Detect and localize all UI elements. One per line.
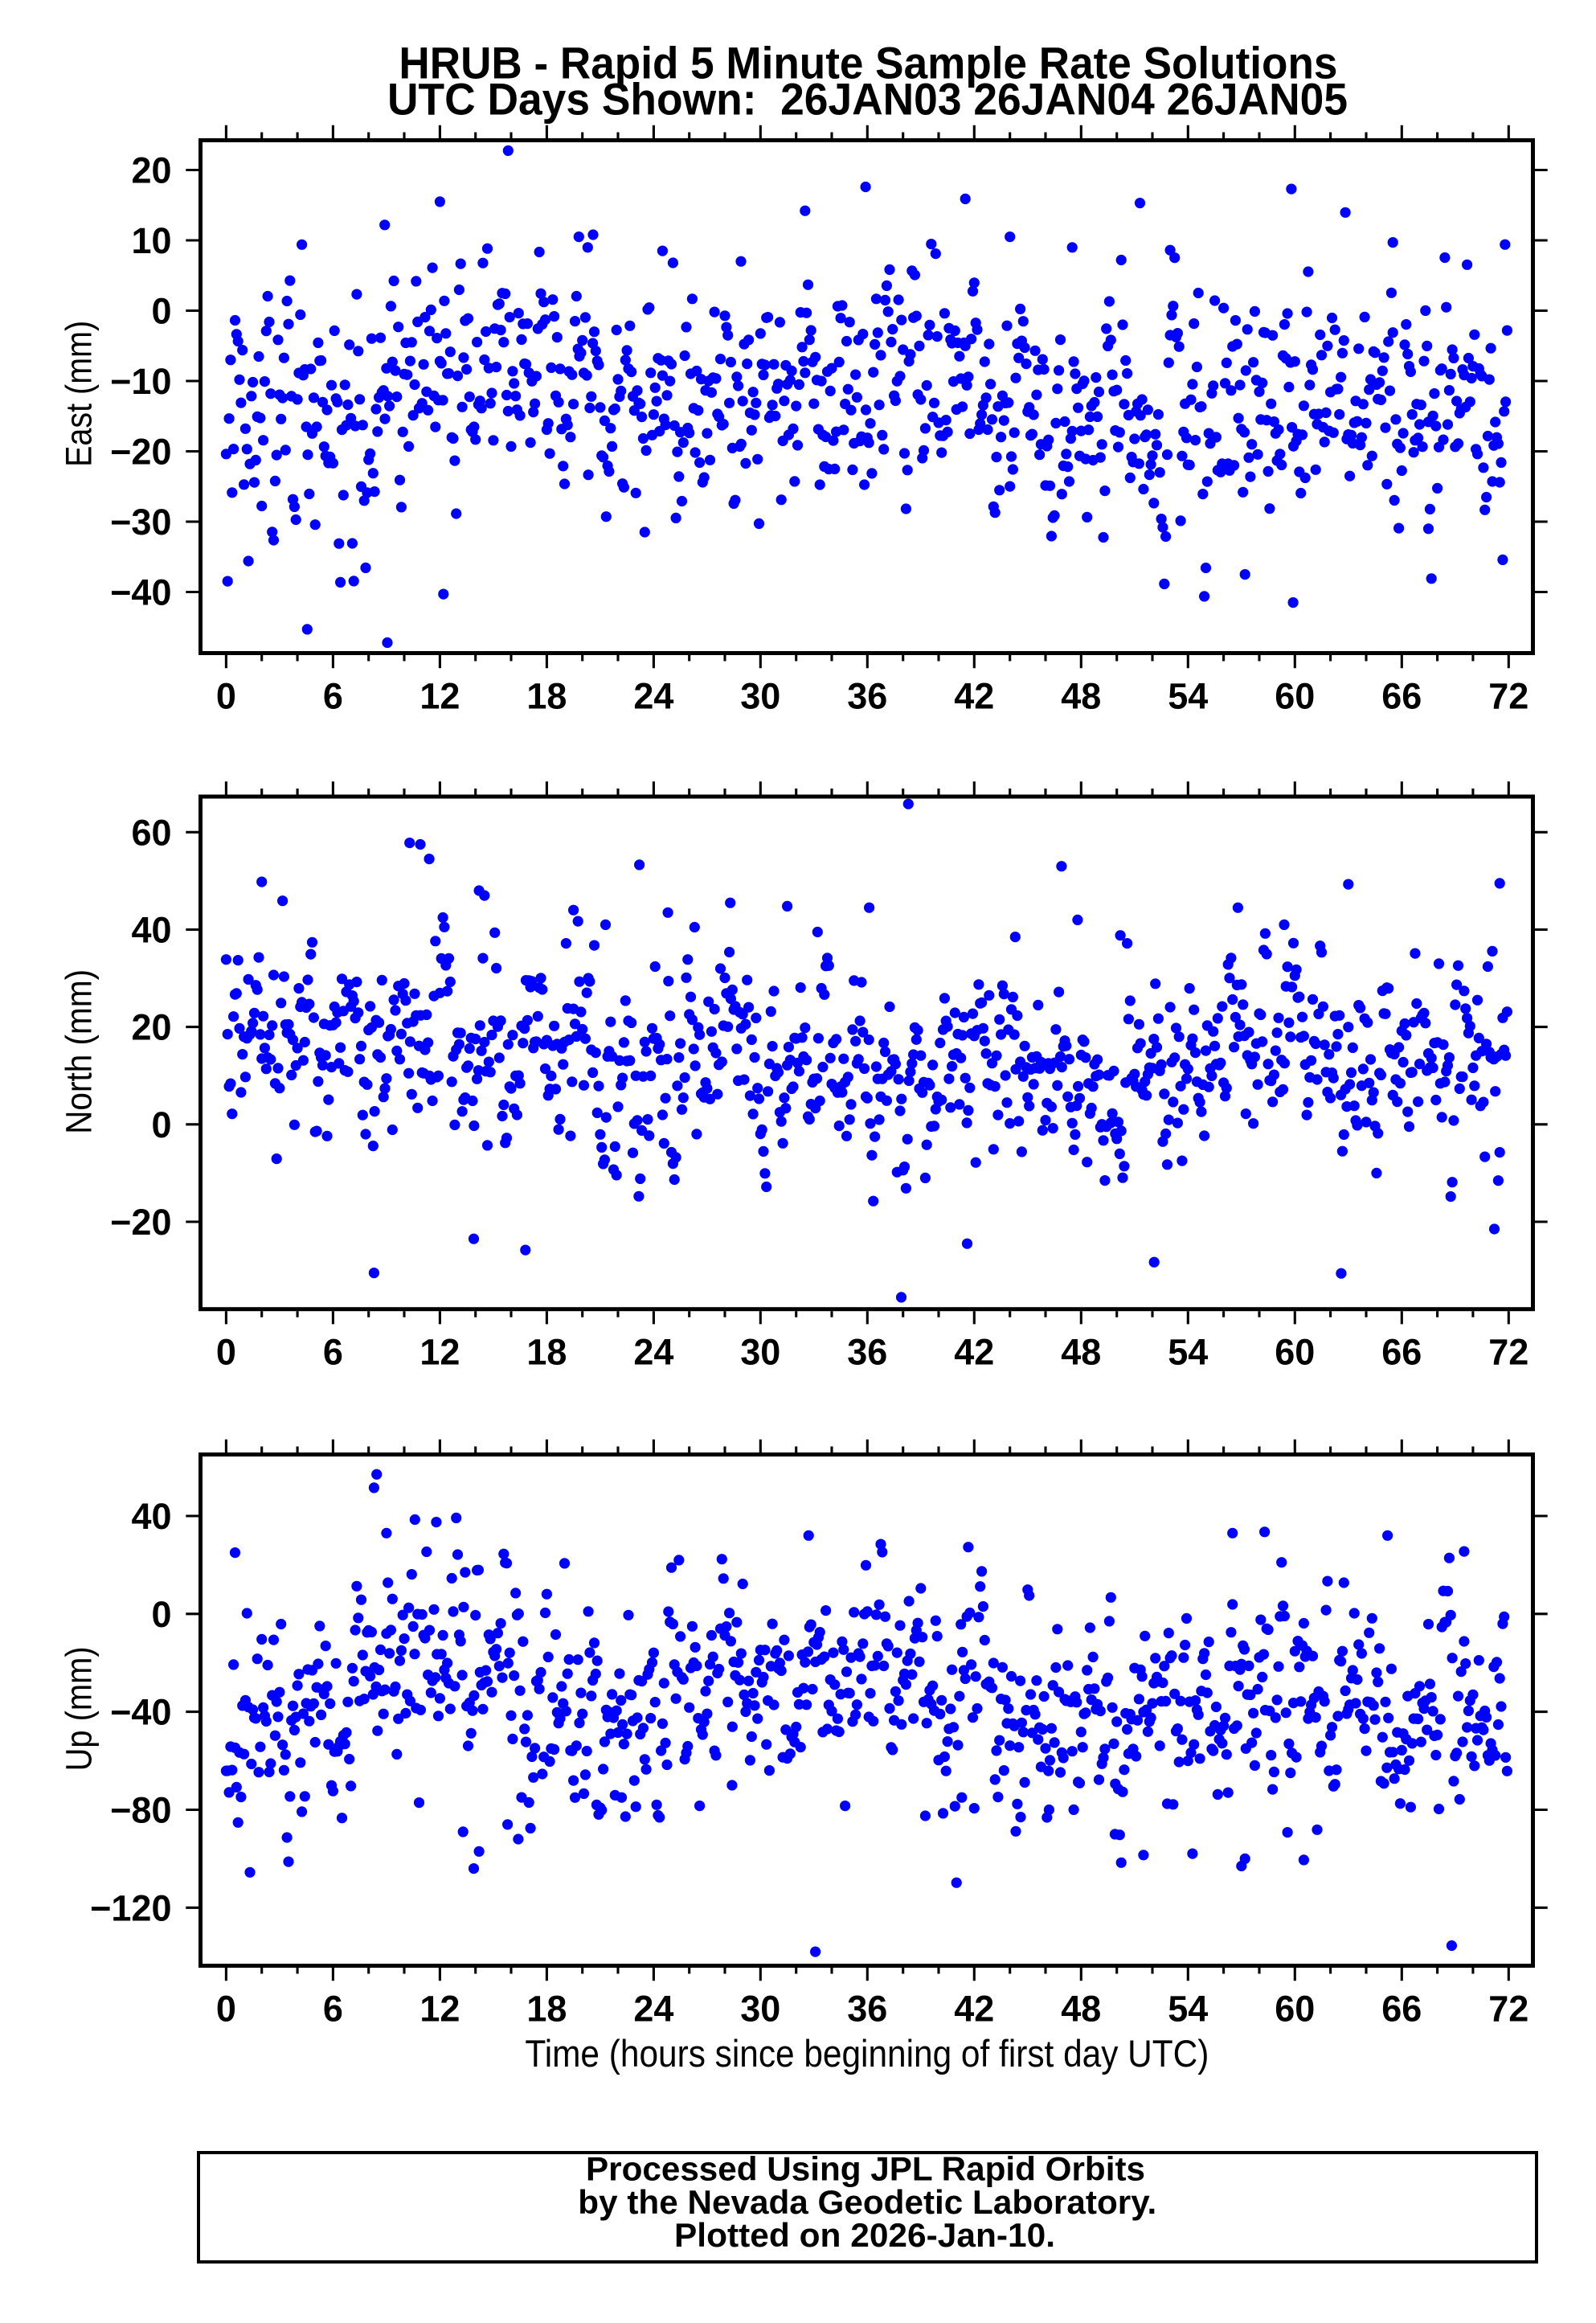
svg-text:−40: −40	[110, 572, 171, 613]
svg-text:12: 12	[419, 1332, 460, 1373]
svg-text:60: 60	[131, 812, 171, 853]
svg-text:0: 0	[151, 291, 171, 332]
svg-text:0: 0	[216, 1332, 236, 1373]
svg-text:24: 24	[633, 1332, 673, 1373]
svg-text:Processed Using JPL Rapid Orbi: Processed Using JPL Rapid Orbits	[586, 2150, 1145, 2188]
svg-text:North (mm): North (mm)	[59, 969, 100, 1134]
svg-text:40: 40	[131, 1496, 171, 1537]
svg-text:−40: −40	[110, 1692, 171, 1733]
svg-text:66: 66	[1381, 676, 1422, 717]
svg-text:−30: −30	[110, 502, 171, 543]
svg-text:−20: −20	[110, 1202, 171, 1243]
svg-text:66: 66	[1381, 1332, 1422, 1373]
svg-text:60: 60	[1275, 676, 1315, 717]
svg-text:18: 18	[526, 676, 567, 717]
svg-text:36: 36	[847, 1989, 887, 2030]
svg-text:36: 36	[847, 676, 887, 717]
svg-text:Up (mm): Up (mm)	[59, 1646, 100, 1771]
svg-text:42: 42	[954, 1332, 994, 1373]
svg-text:72: 72	[1488, 1332, 1528, 1373]
svg-text:UTC Days Shown: 26JAN03 26JAN: UTC Days Shown: 26JAN03 26JAN04 26JAN05	[387, 73, 1348, 124]
svg-text:−20: −20	[110, 432, 171, 473]
svg-text:40: 40	[131, 910, 171, 951]
svg-text:54: 54	[1168, 1332, 1208, 1373]
svg-text:42: 42	[954, 1989, 994, 2030]
svg-text:−80: −80	[110, 1790, 171, 1831]
svg-text:12: 12	[419, 676, 460, 717]
svg-text:60: 60	[1275, 1989, 1315, 2030]
svg-text:72: 72	[1488, 1989, 1528, 2030]
svg-text:42: 42	[954, 676, 994, 717]
svg-text:6: 6	[323, 1332, 343, 1373]
svg-text:18: 18	[526, 1989, 567, 2030]
svg-text:Plotted on 2026-Jan-10.: Plotted on 2026-Jan-10.	[674, 2216, 1055, 2254]
svg-text:54: 54	[1168, 676, 1208, 717]
svg-text:−120: −120	[90, 1887, 171, 1928]
svg-text:0: 0	[216, 676, 236, 717]
svg-text:30: 30	[740, 1989, 780, 2030]
svg-text:30: 30	[740, 676, 780, 717]
svg-text:Time (hours since beginning of: Time (hours since beginning of first day…	[525, 2032, 1209, 2075]
svg-text:HRUB - Rapid 5 Minute Sample R: HRUB - Rapid 5 Minute Sample Rate Soluti…	[399, 37, 1337, 88]
svg-text:24: 24	[633, 1989, 673, 2030]
svg-text:East (mm): East (mm)	[59, 321, 100, 467]
svg-text:36: 36	[847, 1332, 887, 1373]
svg-text:60: 60	[1275, 1332, 1315, 1373]
svg-text:48: 48	[1061, 676, 1101, 717]
svg-text:30: 30	[740, 1332, 780, 1373]
svg-text:0: 0	[151, 1104, 171, 1145]
svg-text:48: 48	[1061, 1332, 1101, 1373]
svg-text:72: 72	[1488, 676, 1528, 717]
svg-text:6: 6	[323, 1989, 343, 2030]
svg-text:48: 48	[1061, 1989, 1101, 2030]
svg-text:−10: −10	[110, 361, 171, 402]
svg-text:0: 0	[151, 1594, 171, 1635]
svg-text:20: 20	[131, 1007, 171, 1048]
svg-text:54: 54	[1168, 1989, 1208, 2030]
svg-text:by the Nevada Geodetic Laborat: by the Nevada Geodetic Laboratory.	[578, 2183, 1156, 2221]
svg-text:18: 18	[526, 1332, 567, 1373]
svg-text:20: 20	[131, 150, 171, 191]
svg-text:24: 24	[633, 676, 673, 717]
svg-text:12: 12	[419, 1989, 460, 2030]
svg-text:10: 10	[131, 220, 171, 261]
svg-text:66: 66	[1381, 1989, 1422, 2030]
svg-text:6: 6	[323, 676, 343, 717]
svg-text:0: 0	[216, 1989, 236, 2030]
